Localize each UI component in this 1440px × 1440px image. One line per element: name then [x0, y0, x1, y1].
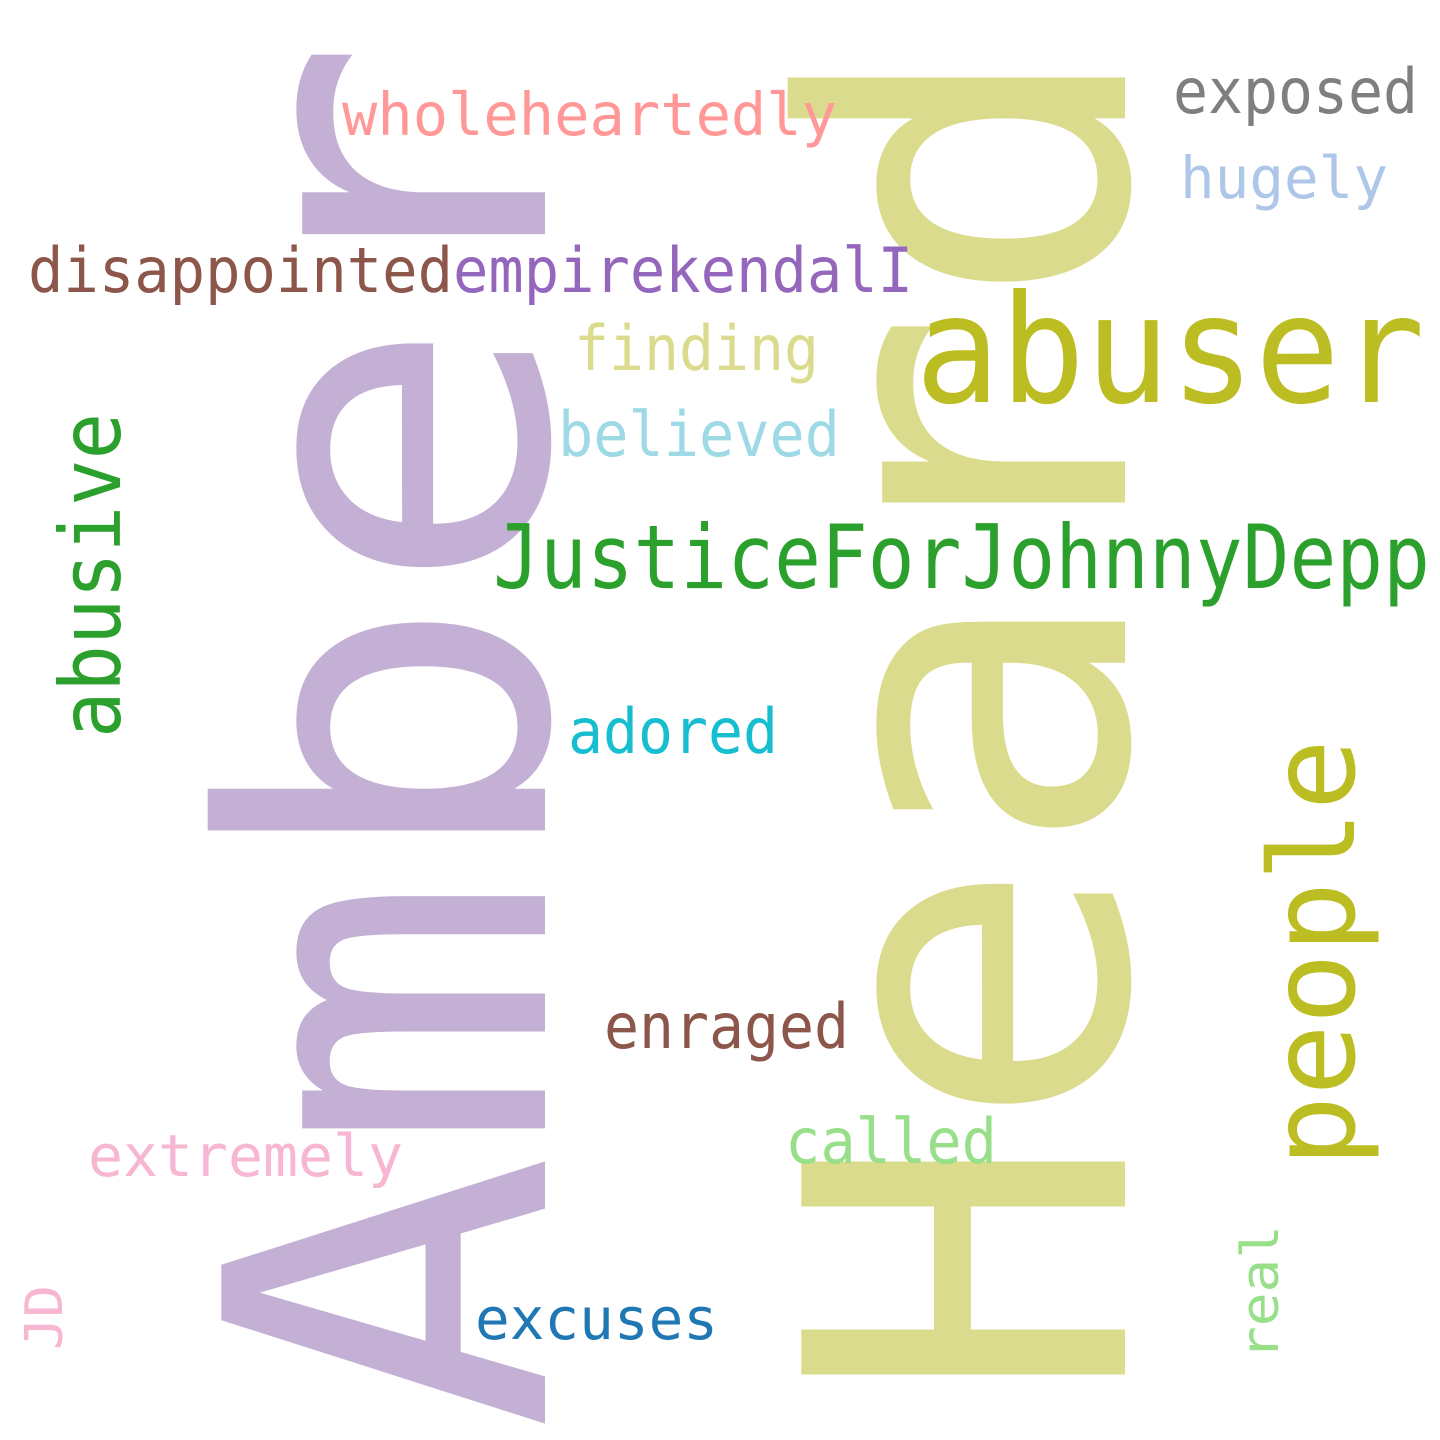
word-excuses: excuses [475, 1285, 718, 1353]
word-amber: Amber [133, 37, 650, 1432]
word-believed: believed [558, 398, 840, 471]
word-adored: adored [568, 695, 778, 768]
word-jd: JD [15, 1285, 75, 1350]
word-called: called [785, 1105, 997, 1178]
word-disappointed: disappointed [28, 234, 453, 307]
word-extremely: extremely [88, 1122, 403, 1190]
word-empirekendall: empirekendalI [453, 234, 913, 307]
word-hugely: hugely [1180, 144, 1388, 212]
word-abuser: abuser [915, 264, 1425, 438]
word-real: real [1231, 1225, 1291, 1360]
word-finding: finding [574, 312, 819, 385]
word-abusive: abusive [42, 413, 140, 738]
word-exposed: exposed [1173, 55, 1418, 128]
word-justicefor-johnnydepp: JusticeForJohnnyDepp [493, 506, 1430, 609]
word-heard: Heard [713, 35, 1230, 1405]
word-people: people [1244, 739, 1382, 1167]
word-enraged: enraged [604, 990, 849, 1063]
word-wholeheartedly: wholeheartedly [342, 80, 837, 149]
